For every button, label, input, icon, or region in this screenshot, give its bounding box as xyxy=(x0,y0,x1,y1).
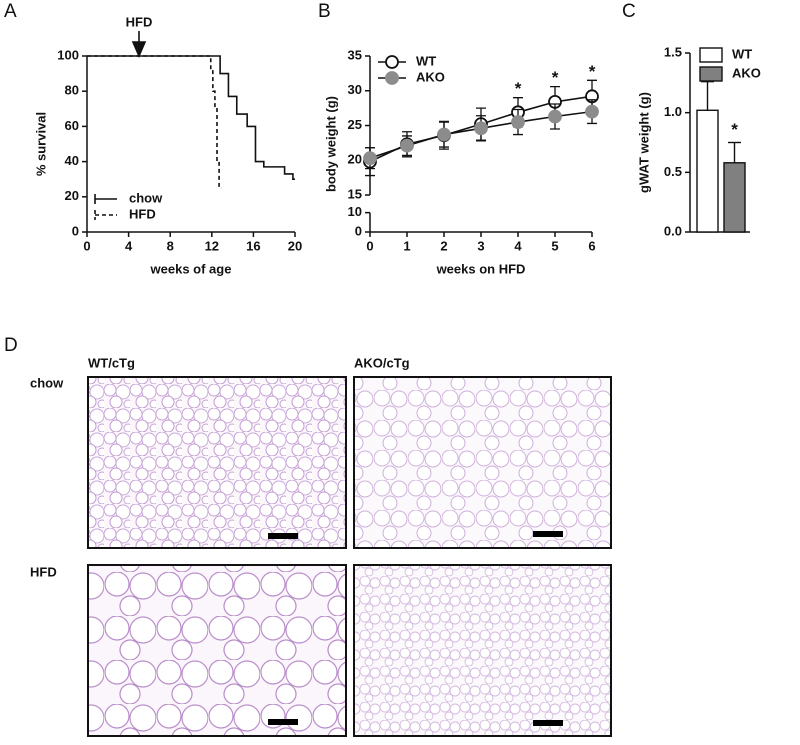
bar xyxy=(723,162,746,233)
y-tick-label: 100 xyxy=(57,47,79,62)
legend-swatch xyxy=(699,47,723,63)
micrograph xyxy=(353,564,612,737)
y-axis-title: % survival xyxy=(33,112,48,176)
x-tick-label: 3 xyxy=(477,238,484,253)
x-tick-label: 6 xyxy=(588,238,595,253)
column-label: AKO/cTg xyxy=(354,355,410,370)
annotation: HFD xyxy=(126,14,153,29)
legend-label: AKO xyxy=(416,69,445,84)
legend-label: HFD xyxy=(129,206,156,221)
row-label: chow xyxy=(30,375,64,390)
legend-label: chow xyxy=(129,190,163,205)
row-label: HFD xyxy=(30,564,57,579)
panel-label: C xyxy=(622,1,636,22)
line xyxy=(87,55,295,180)
marker xyxy=(400,138,414,153)
y-tick-label: 35 xyxy=(348,47,362,62)
x-tick-label: 0 xyxy=(83,238,90,253)
legend-marker xyxy=(385,55,399,69)
y-tick-label: 20 xyxy=(65,188,79,203)
y-tick-label: 40 xyxy=(65,153,79,168)
y-tick-label: 0.0 xyxy=(664,223,682,238)
y-tick-label: 0 xyxy=(72,223,79,238)
legend-label: WT xyxy=(732,46,752,61)
line xyxy=(87,55,222,189)
x-tick-label: 0 xyxy=(366,238,373,253)
y-tick-label: 0.5 xyxy=(664,164,682,179)
micrograph xyxy=(353,376,612,549)
panel-label: B xyxy=(318,1,331,22)
x-tick-label: 1 xyxy=(403,238,410,253)
x-axis-title: weeks of age xyxy=(150,261,232,276)
legend-label: WT xyxy=(416,53,436,68)
y-tick-label: 25 xyxy=(348,117,362,132)
y-axis-title: body weight (g) xyxy=(323,96,338,192)
significance: * xyxy=(515,79,522,98)
legend-line xyxy=(94,210,117,220)
column-label: WT/cTg xyxy=(88,355,135,370)
marker xyxy=(548,109,562,124)
x-tick-label: 5 xyxy=(551,238,558,253)
marker xyxy=(585,104,599,119)
micrograph xyxy=(87,376,347,549)
panel-label: D xyxy=(4,335,18,356)
marker xyxy=(474,121,488,136)
legend-label: AKO xyxy=(732,65,761,80)
significance: * xyxy=(589,62,596,81)
y-tick-label: 30 xyxy=(348,82,362,97)
y-tick-label: 15 xyxy=(348,186,362,201)
y-tick-label: 1.5 xyxy=(664,44,682,59)
significance: * xyxy=(731,120,738,139)
marker xyxy=(511,115,525,129)
x-tick-label: 8 xyxy=(167,238,174,253)
panel-label: A xyxy=(4,1,17,22)
y-tick-label: 60 xyxy=(65,118,79,133)
x-tick-label: 12 xyxy=(205,238,219,253)
significance: * xyxy=(552,68,559,87)
y-tick-label: 20 xyxy=(348,152,362,167)
micrograph xyxy=(87,564,347,737)
x-tick-label: 4 xyxy=(125,238,133,253)
y-tick-label: 1.0 xyxy=(664,104,682,119)
x-tick-label: 4 xyxy=(514,238,522,253)
x-tick-label: 16 xyxy=(246,238,260,253)
legend-line xyxy=(94,194,117,204)
legend-marker xyxy=(385,71,399,85)
legend-swatch xyxy=(699,66,723,82)
x-tick-label: 2 xyxy=(440,238,447,253)
y-tick-label: 80 xyxy=(65,83,79,98)
marker xyxy=(363,151,377,166)
y-tick-label: 10 xyxy=(348,204,362,219)
x-tick-label: 20 xyxy=(288,238,302,253)
bar xyxy=(696,109,719,233)
marker xyxy=(437,127,451,142)
y-axis-title: gWAT weight (g) xyxy=(636,92,651,193)
y-tick-label: 0 xyxy=(355,223,362,238)
arrow xyxy=(131,31,147,59)
x-axis-title: weeks on HFD xyxy=(436,261,526,276)
